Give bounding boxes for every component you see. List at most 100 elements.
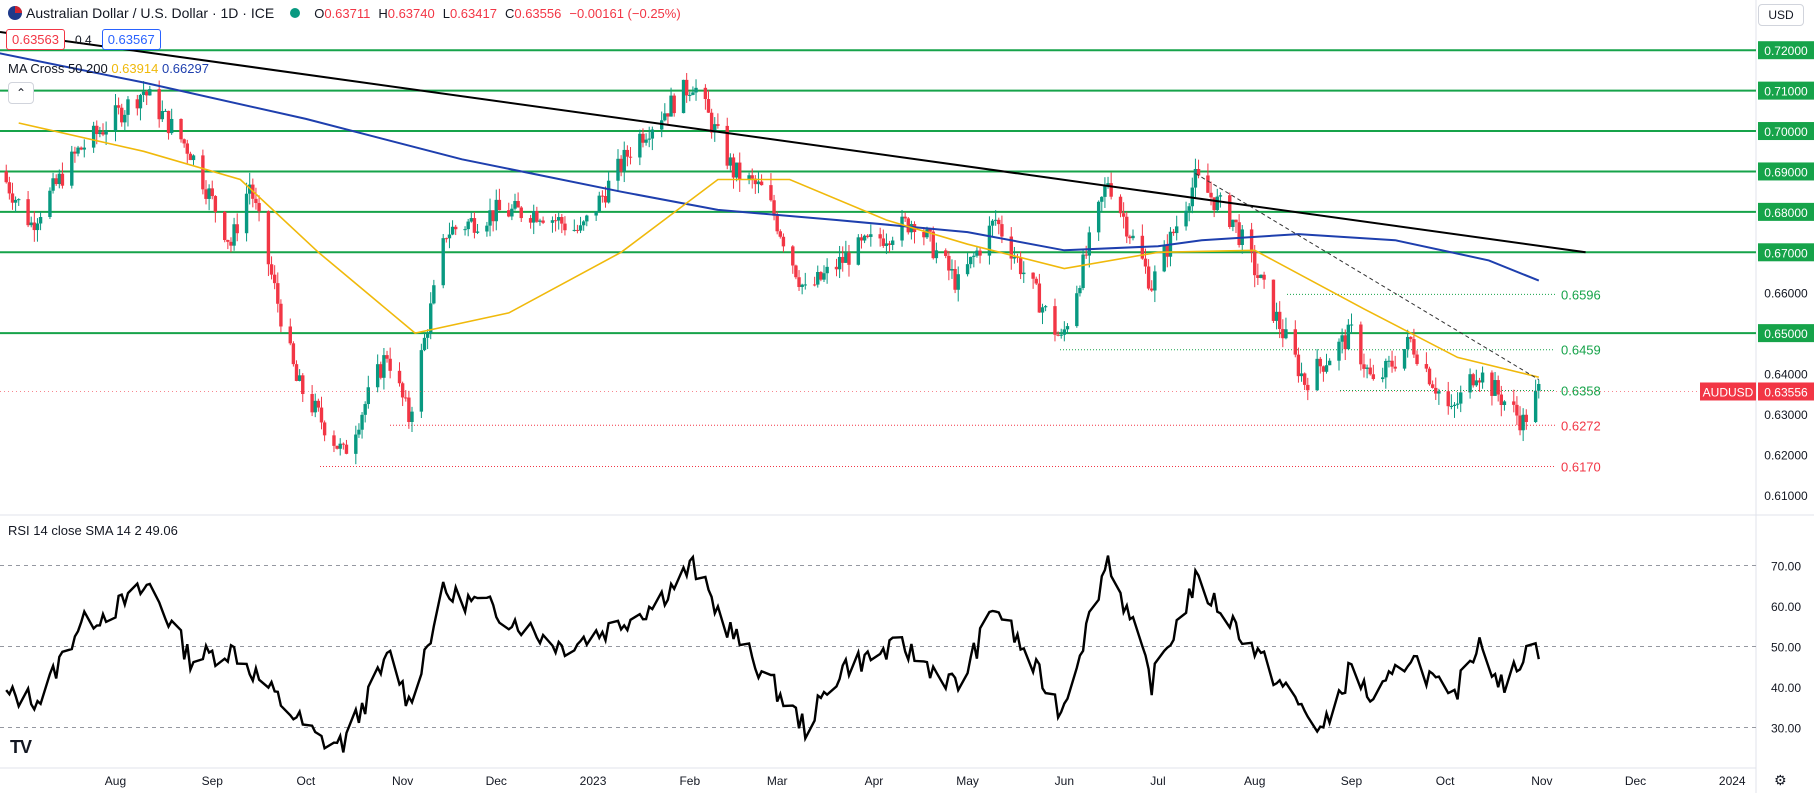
candle-body: [903, 216, 907, 219]
rsi-legend[interactable]: RSI 14 close SMA 14 2 49.06: [8, 523, 178, 538]
currency-button[interactable]: USD: [1758, 4, 1804, 26]
candle-body: [1346, 324, 1351, 350]
candle-body: [163, 110, 168, 112]
candle-body: [1362, 364, 1366, 369]
candle-body: [1296, 354, 1301, 377]
candle-body: [884, 243, 889, 246]
candle-body: [1349, 324, 1354, 326]
candle-body: [1034, 278, 1038, 284]
candle-body: [1215, 196, 1219, 211]
candle-body: [550, 220, 555, 223]
candle-body: [553, 220, 558, 222]
candle-body: [17, 199, 21, 201]
level-price-tag: [1758, 41, 1814, 60]
candle-body: [560, 217, 564, 224]
candle-body: [485, 225, 489, 232]
ohlc-high: H0.63740: [378, 5, 435, 21]
candle-body: [1031, 272, 1035, 279]
candle-body: [1234, 219, 1238, 223]
candle-body: [800, 284, 804, 287]
time-tick-label: 2023: [580, 774, 607, 788]
candle-body: [453, 226, 458, 230]
rsi-tick-label: 50.00: [1771, 641, 1801, 655]
candle-body: [691, 92, 695, 95]
candle-body: [266, 211, 271, 265]
aud-flag-icon: [8, 6, 22, 20]
ohlc-close: C0.63556: [504, 5, 562, 21]
candle-body: [1459, 392, 1463, 404]
candle-body: [1496, 380, 1500, 395]
candle-body: [191, 155, 196, 161]
candle-body: [1121, 213, 1126, 217]
candle-body: [563, 223, 567, 231]
candle-body: [878, 234, 882, 239]
candle-body: [1380, 377, 1385, 380]
buy-button[interactable]: 0.63567: [101, 29, 161, 50]
candle-body: [965, 264, 970, 275]
candle-body: [993, 219, 998, 221]
candle-body: [207, 188, 211, 199]
candle-body: [1524, 414, 1528, 423]
candle-body: [616, 158, 620, 181]
candle-body: [603, 196, 608, 203]
candle-body: [226, 240, 230, 242]
candle-body: [113, 105, 118, 131]
candle-body: [844, 252, 848, 263]
candle-body: [1022, 272, 1026, 275]
candle-body: [1405, 336, 1410, 350]
symbol-title[interactable]: Australian Dollar / U.S. Dollar · 1D · I…: [26, 5, 275, 21]
candle-body: [1368, 367, 1372, 375]
candle-body: [703, 87, 708, 100]
candle-body: [169, 118, 174, 134]
candle-body: [975, 250, 979, 256]
candle-body: [1128, 236, 1132, 239]
candle-body: [332, 435, 336, 446]
ma-legend[interactable]: MA Cross 50 200 0.63914 0.66297: [8, 61, 209, 76]
candle-body: [1084, 254, 1088, 256]
candle-body: [1262, 274, 1266, 280]
rsi-tick-label: 30.00: [1771, 722, 1801, 736]
candle-body: [1125, 216, 1129, 237]
candle-body: [706, 99, 711, 113]
price-tick-label: 0.68000: [1764, 206, 1808, 220]
price-tick-label: 0.65000: [1764, 327, 1808, 341]
candle-body: [672, 95, 676, 114]
candle-body: [157, 89, 161, 120]
candle-body: [572, 229, 577, 231]
candle-body: [1253, 252, 1257, 276]
candle-body: [310, 394, 314, 413]
candle-body: [210, 188, 214, 197]
candle-body: [1106, 183, 1110, 186]
gear-icon[interactable]: ⚙: [1774, 772, 1787, 788]
sell-button[interactable]: 0.63563: [6, 29, 65, 50]
candle-body: [709, 112, 714, 133]
candle-body: [519, 207, 523, 219]
candle-body: [647, 138, 651, 140]
candle-body: [713, 124, 717, 133]
candle-body: [1096, 201, 1101, 233]
candle-body: [79, 147, 83, 150]
candle-body: [541, 220, 545, 223]
candle-body: [35, 223, 40, 231]
candle-body: [769, 185, 773, 201]
candle-body: [338, 443, 342, 449]
ohlc-open: O0.63711: [314, 5, 371, 21]
candle-body: [388, 358, 392, 371]
candle-body: [400, 383, 405, 398]
candle-body: [1000, 224, 1004, 237]
chart-header: Australian Dollar / U.S. Dollar · 1D · I…: [0, 0, 689, 26]
candle-body: [1228, 195, 1232, 227]
candle-body: [1009, 236, 1013, 259]
candle-body: [819, 271, 823, 280]
candle-body: [650, 129, 655, 139]
time-tick-label: Aug: [1244, 774, 1265, 788]
level-price-tag: [1758, 202, 1814, 221]
candle-body: [1324, 365, 1329, 372]
candle-body: [881, 238, 886, 246]
time-tick-label: Dec: [486, 774, 507, 788]
candle-body: [91, 125, 96, 148]
collapse-legend-button[interactable]: ⌃: [8, 82, 34, 104]
candle-body: [70, 151, 74, 186]
candle-body: [272, 274, 277, 284]
